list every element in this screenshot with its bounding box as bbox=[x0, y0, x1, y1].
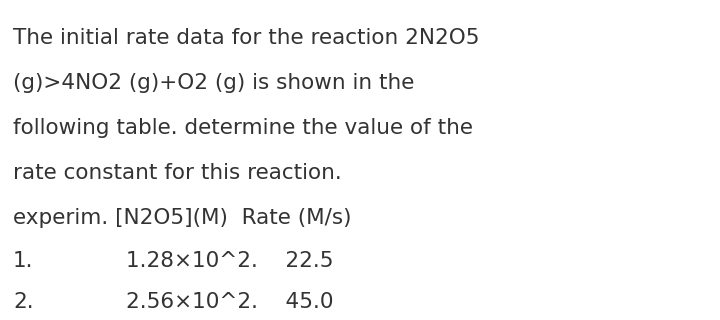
Text: 2.56×10^2.    45.0: 2.56×10^2. 45.0 bbox=[126, 292, 333, 312]
Text: experim. [N2O5](M)  Rate (M/s): experim. [N2O5](M) Rate (M/s) bbox=[13, 208, 351, 228]
Text: (g)>4NO2 (g)+O2 (g) is shown in the: (g)>4NO2 (g)+O2 (g) is shown in the bbox=[13, 73, 414, 93]
Text: following table. determine the value of the: following table. determine the value of … bbox=[13, 118, 473, 138]
Text: 2.: 2. bbox=[13, 292, 34, 312]
Text: 1.28×10^2.    22.5: 1.28×10^2. 22.5 bbox=[126, 251, 333, 271]
Text: 1.: 1. bbox=[13, 251, 33, 271]
Text: The initial rate data for the reaction 2N2O5: The initial rate data for the reaction 2… bbox=[13, 28, 480, 48]
Text: rate constant for this reaction.: rate constant for this reaction. bbox=[13, 163, 342, 183]
